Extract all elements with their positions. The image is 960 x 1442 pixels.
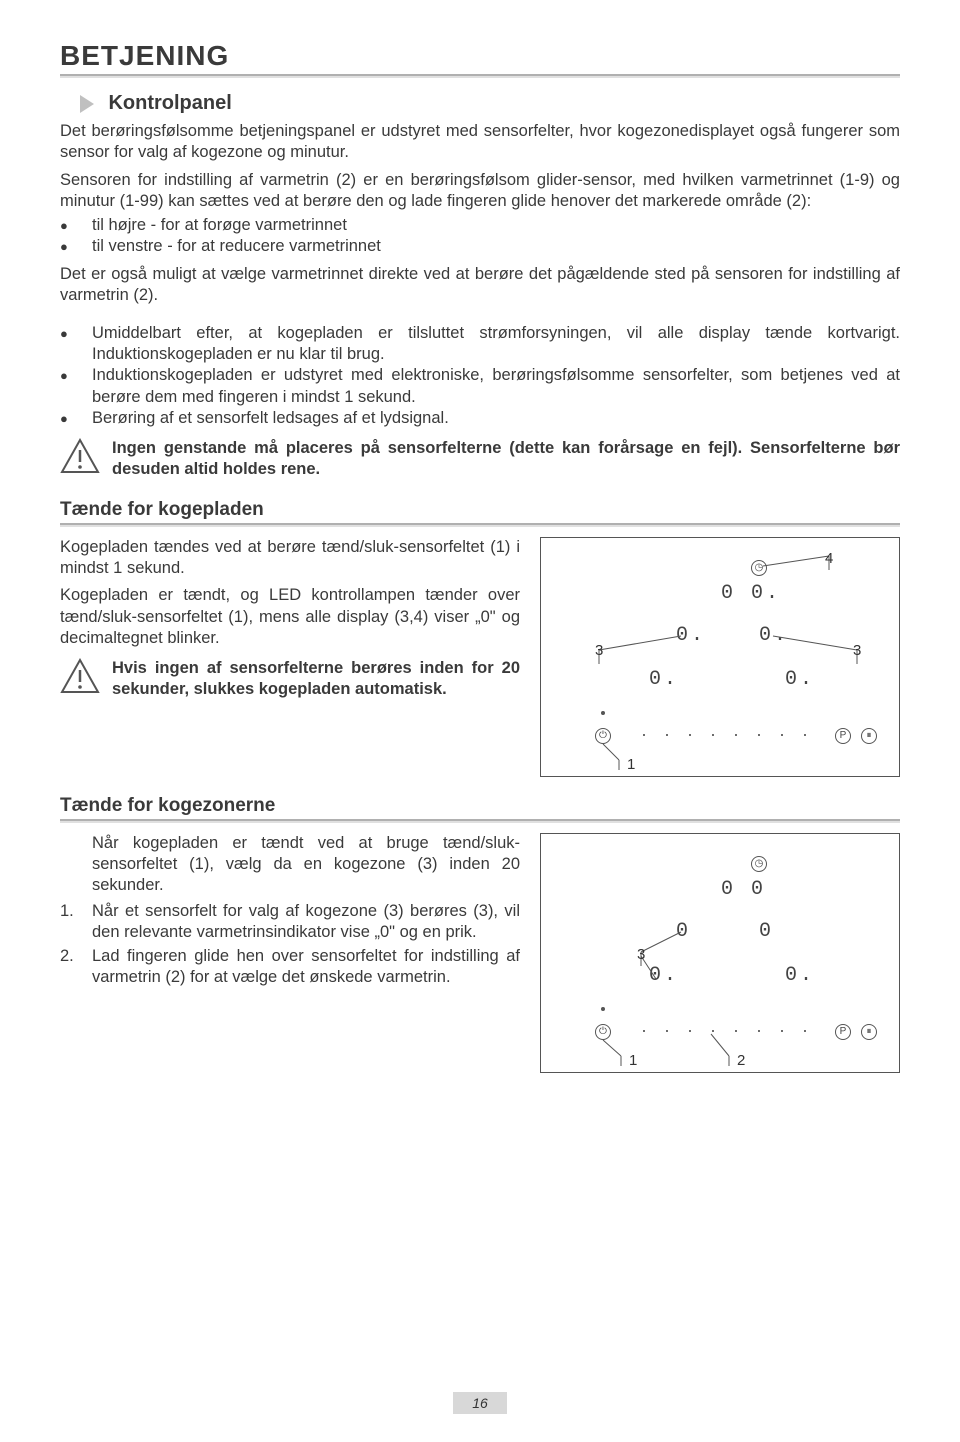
d1-label-4: 4 — [825, 550, 833, 567]
page-number: 16 — [453, 1392, 507, 1414]
section2-heading: Tænde for kogepladen — [60, 499, 900, 521]
d2-label-2: 2 — [737, 1052, 745, 1069]
bullet-right: til højre - for at forøge varmetrinnet — [60, 215, 900, 236]
direction-list: til højre - for at forøge varmetrinnet t… — [60, 215, 900, 258]
d2-label-1: 1 — [629, 1052, 637, 1069]
step-2: 2. Lad fingeren glide hen over sensorfel… — [60, 946, 520, 989]
warning2-text: Hvis ingen af sensorfelterne berøres ind… — [112, 658, 520, 701]
page-title: BETJENING — [60, 40, 900, 72]
bullet-info2: Induktionskogepladen er udstyret med ele… — [60, 365, 900, 408]
section1-p2: Sensoren for indstilling af varmetrin (2… — [60, 170, 900, 213]
section2-rule — [60, 523, 900, 527]
control-panel-diagram-1: ◷ 0 0. 0. 0. 0. 0. ⏻ · · · · · · · · P ⏸… — [540, 537, 900, 777]
section1-p1: Det berøringsfølsomme betjeningspanel er… — [60, 121, 900, 164]
step2-num: 2. — [60, 946, 74, 967]
section3-rule — [60, 819, 900, 823]
arrow-icon — [80, 95, 94, 113]
section3-heading: Tænde for kogezonerne — [60, 795, 900, 817]
warning-icon — [60, 658, 100, 694]
bullet-info3: Berøring af et sensorfelt ledsages af et… — [60, 408, 900, 429]
steps-list: 1. Når et sensorfelt for valg af kogezon… — [60, 901, 520, 989]
section2-p1: Kogepladen tændes ved at berøre tænd/slu… — [60, 537, 520, 580]
bullet-info1: Umiddelbart efter, at kogepladen er tils… — [60, 323, 900, 366]
section3-content: Når kogepladen er tændt ved at bruge tæn… — [60, 833, 900, 1073]
warning-icon — [60, 438, 100, 474]
section1-p3: Det er også muligt at vælge varmetrinnet… — [60, 264, 900, 307]
section2-p2: Kogepladen er tændt, og LED kontrollampe… — [60, 585, 520, 649]
step1-num: 1. — [60, 901, 74, 922]
step-1: 1. Når et sensorfelt for valg af kogezon… — [60, 901, 520, 944]
section1-heading: Kontrolpanel — [108, 92, 231, 115]
section3-p1: Når kogepladen er tændt ved at bruge tæn… — [60, 833, 520, 897]
d1-label-3l: 3 — [595, 642, 603, 659]
callout-lines-2 — [541, 834, 901, 1074]
step1-text: Når et sensorfelt for valg af kogezone (… — [92, 902, 520, 941]
bullet-left: til venstre - for at reducere varmetrinn… — [60, 236, 900, 257]
d1-label-1: 1 — [627, 756, 635, 773]
d2-label-3: 3 — [637, 946, 645, 963]
title-rule — [60, 74, 900, 78]
step2-text: Lad fingeren glide hen over sensorfeltet… — [92, 947, 520, 986]
section-kontrolpanel: Kontrolpanel Det berøringsfølsomme betje… — [60, 92, 900, 481]
warning-2: Hvis ingen af sensorfelterne berøres ind… — [60, 658, 520, 701]
d1-label-3r: 3 — [853, 642, 861, 659]
warning1-text: Ingen genstande må placeres på sensorfel… — [112, 438, 900, 481]
info-list: Umiddelbart efter, at kogepladen er tils… — [60, 323, 900, 430]
control-panel-diagram-2: ◷ 0 0 0 0 0. 0. ⏻ · · · · · · · · P ⏸ 3 … — [540, 833, 900, 1073]
warning-1: Ingen genstande må placeres på sensorfel… — [60, 438, 900, 481]
section2-content: Kogepladen tændes ved at berøre tænd/slu… — [60, 537, 900, 777]
